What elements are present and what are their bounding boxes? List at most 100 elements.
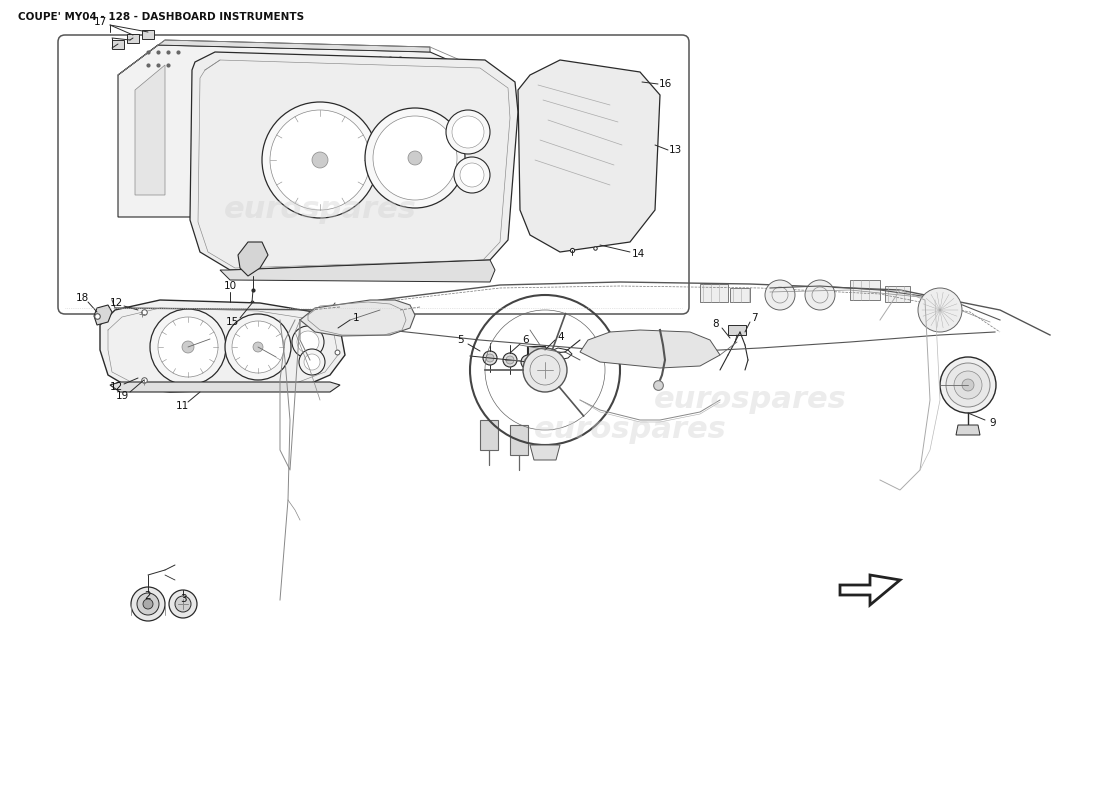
Circle shape xyxy=(262,102,378,218)
Circle shape xyxy=(312,152,328,168)
Polygon shape xyxy=(118,40,430,75)
Bar xyxy=(395,192,405,202)
Circle shape xyxy=(503,353,517,367)
Bar xyxy=(214,146,253,162)
Circle shape xyxy=(522,348,566,392)
Bar xyxy=(172,60,210,80)
Text: 8: 8 xyxy=(713,319,719,329)
Polygon shape xyxy=(956,425,980,435)
Bar xyxy=(455,195,463,205)
Bar xyxy=(527,346,544,358)
Text: eurospares: eurospares xyxy=(534,415,726,445)
Circle shape xyxy=(946,363,990,407)
Circle shape xyxy=(270,110,370,210)
Polygon shape xyxy=(94,305,112,325)
Circle shape xyxy=(962,379,974,391)
Bar xyxy=(226,370,235,378)
Bar xyxy=(455,95,463,105)
Circle shape xyxy=(506,356,514,364)
Text: 16: 16 xyxy=(659,79,672,89)
Polygon shape xyxy=(110,382,340,392)
Polygon shape xyxy=(135,65,165,195)
Bar xyxy=(379,192,390,202)
Text: 3: 3 xyxy=(179,594,186,604)
Text: 10: 10 xyxy=(223,281,236,291)
Text: 18: 18 xyxy=(76,293,89,303)
Bar xyxy=(455,135,463,145)
Bar xyxy=(480,420,498,450)
Circle shape xyxy=(365,108,465,208)
Bar xyxy=(126,34,139,43)
Bar xyxy=(379,177,390,187)
Circle shape xyxy=(460,163,484,187)
Bar xyxy=(172,88,210,108)
Circle shape xyxy=(918,288,962,332)
Text: 2: 2 xyxy=(145,591,152,601)
Polygon shape xyxy=(100,300,345,392)
Bar xyxy=(730,288,750,302)
Circle shape xyxy=(454,157,490,193)
Bar xyxy=(214,60,253,80)
Bar xyxy=(455,115,463,125)
Text: 7: 7 xyxy=(750,313,757,323)
Circle shape xyxy=(150,309,226,385)
Circle shape xyxy=(131,587,165,621)
Bar xyxy=(510,425,528,455)
FancyBboxPatch shape xyxy=(58,35,689,314)
Text: 19: 19 xyxy=(116,391,129,401)
Circle shape xyxy=(182,341,194,353)
Circle shape xyxy=(253,342,263,352)
Text: 5: 5 xyxy=(458,335,464,345)
Circle shape xyxy=(226,314,292,380)
Text: 17: 17 xyxy=(94,17,107,27)
Text: 12: 12 xyxy=(109,382,122,392)
Circle shape xyxy=(138,593,160,615)
Bar xyxy=(255,60,293,80)
Polygon shape xyxy=(118,45,460,217)
Polygon shape xyxy=(190,52,518,270)
Circle shape xyxy=(486,354,494,362)
Circle shape xyxy=(169,590,197,618)
Text: 9: 9 xyxy=(990,418,997,428)
Bar xyxy=(700,284,728,302)
Bar xyxy=(172,146,210,162)
Text: 14: 14 xyxy=(631,249,645,259)
Circle shape xyxy=(304,354,320,370)
Polygon shape xyxy=(220,260,495,282)
Bar xyxy=(172,122,202,138)
Bar xyxy=(255,88,293,108)
Text: 4: 4 xyxy=(558,332,564,342)
Bar xyxy=(850,280,880,300)
Circle shape xyxy=(373,116,456,200)
Bar xyxy=(300,92,324,110)
Bar xyxy=(395,177,405,187)
Polygon shape xyxy=(580,330,720,368)
Circle shape xyxy=(940,357,996,413)
Polygon shape xyxy=(238,242,268,276)
Polygon shape xyxy=(530,445,560,460)
Text: 12: 12 xyxy=(109,298,122,308)
Bar xyxy=(214,88,253,108)
Circle shape xyxy=(524,358,532,366)
Bar xyxy=(112,40,124,49)
Bar xyxy=(455,155,463,165)
Bar xyxy=(728,325,746,335)
Circle shape xyxy=(446,110,490,154)
Bar xyxy=(300,117,324,135)
Bar xyxy=(455,75,463,85)
Circle shape xyxy=(954,371,982,399)
Circle shape xyxy=(299,349,324,375)
Text: eurospares: eurospares xyxy=(653,386,846,414)
Circle shape xyxy=(452,116,484,148)
Bar xyxy=(252,370,261,378)
Circle shape xyxy=(805,280,835,310)
Polygon shape xyxy=(300,300,415,336)
Bar xyxy=(455,175,463,185)
Circle shape xyxy=(292,326,324,358)
Circle shape xyxy=(158,317,218,377)
Text: 11: 11 xyxy=(175,401,188,411)
Circle shape xyxy=(483,351,497,365)
Bar xyxy=(214,122,245,138)
Text: 1: 1 xyxy=(353,313,360,323)
Circle shape xyxy=(764,280,795,310)
